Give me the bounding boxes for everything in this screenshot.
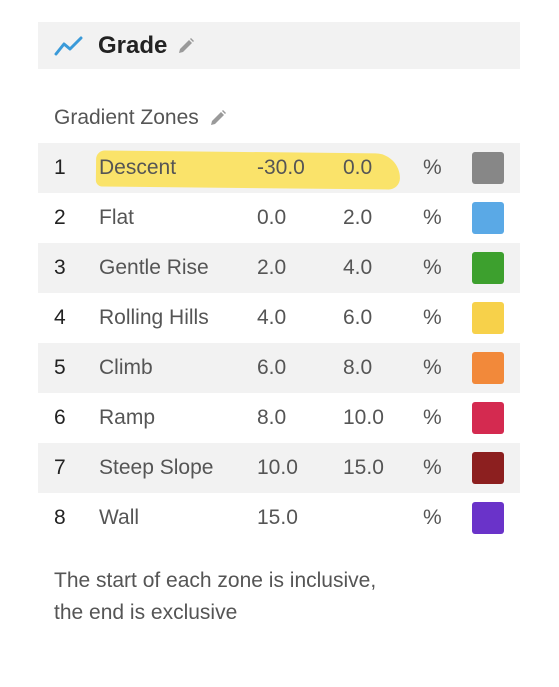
zone-row[interactable]: 3 Gentle Rise 2.0 4.0 % [38, 243, 520, 293]
zone-unit: % [423, 456, 442, 479]
zone-color-swatch[interactable] [472, 152, 504, 184]
zone-number: 3 [54, 256, 66, 279]
zone-name: Climb [99, 356, 153, 379]
zone-row[interactable]: 8 Wall 15.0 % [38, 493, 520, 543]
gradient-zones-title: Gradient Zones [54, 106, 199, 129]
zone-row[interactable]: 7 Steep Slope 10.0 15.0 % [38, 443, 520, 493]
zone-color-swatch[interactable] [472, 402, 504, 434]
zone-color-swatch[interactable] [472, 352, 504, 384]
zone-name: Gentle Rise [99, 256, 209, 279]
pencil-icon[interactable] [209, 109, 227, 127]
zone-unit: % [423, 356, 442, 379]
zone-row[interactable]: 1 Descent -30.0 0.0 % [38, 143, 520, 193]
zone-number: 6 [54, 406, 66, 429]
zone-start: 2.0 [257, 256, 287, 279]
zone-end: 15.0 [343, 456, 384, 479]
zone-color-swatch[interactable] [472, 252, 504, 284]
zone-color-swatch[interactable] [472, 452, 504, 484]
footnote-line: The start of each zone is inclusive, [54, 569, 377, 592]
pencil-icon[interactable] [177, 37, 195, 55]
zone-name: Steep Slope [99, 456, 214, 479]
zone-start: -30.0 [257, 156, 305, 179]
zone-row[interactable]: 6 Ramp 8.0 10.0 % [38, 393, 520, 443]
zone-number: 7 [54, 456, 66, 479]
zone-unit: % [423, 406, 442, 429]
zone-unit: % [423, 206, 442, 229]
grade-title: Grade [98, 31, 168, 59]
zone-start: 6.0 [257, 356, 287, 379]
gradient-zones-table: 1 Descent -30.0 0.0 % 2 Flat 0.0 2.0 % 3… [38, 143, 520, 543]
zone-start: 15.0 [257, 506, 298, 529]
zone-unit: % [423, 256, 442, 279]
gradient-zones-heading: Gradient Zones [54, 106, 227, 130]
zone-number: 1 [54, 156, 66, 179]
zone-start: 0.0 [257, 206, 287, 229]
zone-number: 8 [54, 506, 66, 529]
zone-unit: % [423, 156, 442, 179]
zone-unit: % [423, 506, 442, 529]
zone-footnote: The start of each zone is inclusive, the… [54, 565, 514, 629]
zone-color-swatch[interactable] [472, 202, 504, 234]
footnote-line: the end is exclusive [54, 601, 238, 624]
zone-end: 4.0 [343, 256, 373, 279]
zone-start: 10.0 [257, 456, 298, 479]
zone-color-swatch[interactable] [472, 302, 504, 334]
zone-start: 8.0 [257, 406, 287, 429]
zone-end: 2.0 [343, 206, 373, 229]
zone-row[interactable]: 2 Flat 0.0 2.0 % [38, 193, 520, 243]
zone-name: Wall [99, 506, 140, 529]
zone-start: 4.0 [257, 306, 287, 329]
zone-name: Descent [99, 156, 177, 179]
zone-end: 0.0 [343, 156, 373, 179]
zone-number: 2 [54, 206, 66, 229]
zone-number: 4 [54, 306, 66, 329]
zone-unit: % [423, 306, 442, 329]
grade-header: Grade [38, 22, 520, 69]
line-chart-icon [54, 35, 84, 57]
zone-end: 10.0 [343, 406, 384, 429]
zone-name: Flat [99, 206, 135, 229]
zone-number: 5 [54, 356, 66, 379]
zone-row[interactable]: 4 Rolling Hills 4.0 6.0 % [38, 293, 520, 343]
zone-row[interactable]: 5 Climb 6.0 8.0 % [38, 343, 520, 393]
zone-color-swatch[interactable] [472, 502, 504, 534]
zone-name: Rolling Hills [99, 306, 209, 329]
zone-end: 6.0 [343, 306, 373, 329]
zone-name: Ramp [99, 406, 156, 429]
zone-end: 8.0 [343, 356, 373, 379]
